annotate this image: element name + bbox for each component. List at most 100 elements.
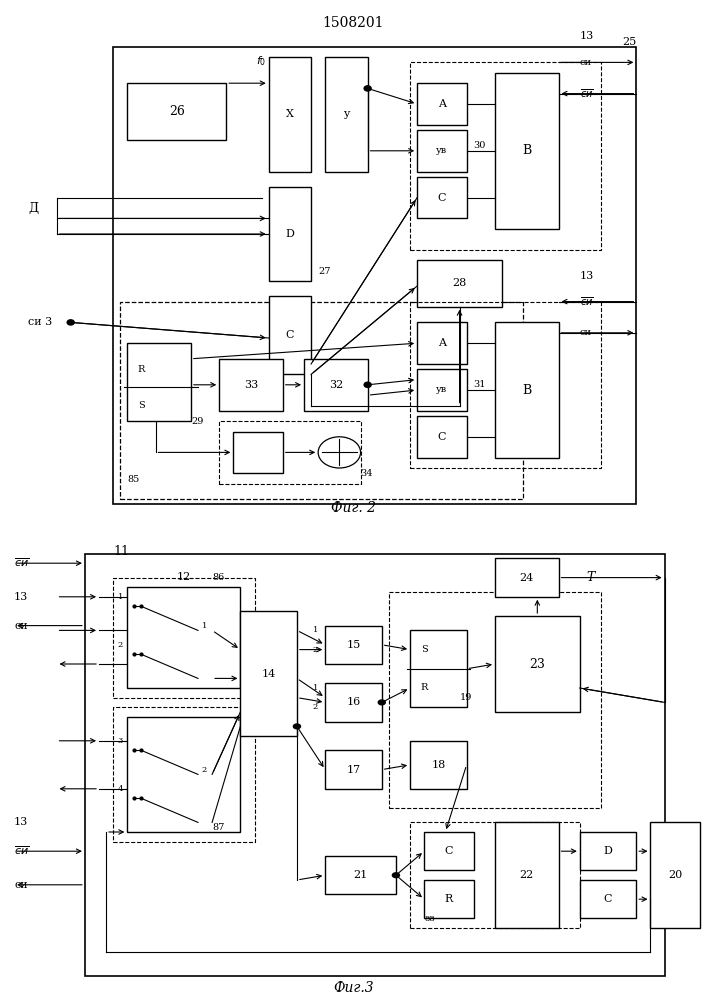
Bar (417, 369, 467, 411)
Bar (410, 630, 467, 707)
Text: 1: 1 (312, 626, 318, 634)
Text: $\overline{си}$: $\overline{си}$ (580, 295, 593, 308)
Bar (240, 611, 297, 736)
Bar (233, 432, 283, 473)
Text: R: R (138, 365, 145, 374)
Bar (120, 302, 523, 499)
Bar (127, 717, 240, 832)
Bar (304, 359, 368, 411)
Bar (417, 130, 467, 172)
Bar (495, 322, 559, 458)
Text: 88: 88 (424, 915, 435, 923)
Text: A: A (438, 99, 446, 109)
Text: X: X (286, 109, 294, 119)
Text: B: B (522, 144, 532, 157)
Text: Фиг. 2: Фиг. 2 (331, 501, 376, 515)
Text: B: B (522, 383, 532, 396)
Text: A: A (438, 338, 446, 348)
Text: C: C (286, 330, 294, 340)
Circle shape (364, 382, 371, 387)
Text: 13: 13 (14, 592, 28, 602)
Bar (410, 302, 601, 468)
Text: 15: 15 (346, 640, 361, 650)
Bar (127, 587, 240, 688)
Bar (650, 822, 700, 928)
Text: D: D (286, 229, 294, 239)
Bar (389, 592, 601, 808)
Text: 2: 2 (201, 766, 206, 774)
Text: 16: 16 (346, 697, 361, 707)
Bar (325, 57, 368, 172)
Bar (113, 47, 636, 504)
Circle shape (392, 873, 399, 878)
Bar (113, 578, 255, 698)
Text: 13: 13 (14, 817, 28, 827)
Bar (127, 83, 226, 140)
Bar (410, 822, 580, 928)
Text: $\overline{си}$: $\overline{си}$ (580, 87, 593, 100)
Text: 14: 14 (262, 669, 276, 679)
Text: 1: 1 (201, 622, 207, 630)
Text: 2: 2 (117, 641, 123, 649)
Text: D: D (604, 846, 612, 856)
Text: 34: 34 (361, 469, 373, 478)
Text: 4: 4 (117, 785, 123, 793)
Bar (417, 322, 467, 364)
Text: 2: 2 (313, 646, 318, 654)
Text: 1508201: 1508201 (323, 16, 384, 30)
Bar (495, 616, 580, 712)
Text: 3: 3 (117, 737, 123, 745)
Bar (417, 416, 467, 458)
Bar (269, 187, 311, 281)
Text: Фиг.3: Фиг.3 (333, 981, 374, 995)
Text: $f_0$: $f_0$ (257, 54, 267, 68)
Text: си: си (14, 880, 28, 890)
Bar (325, 856, 396, 894)
Text: y: y (344, 109, 349, 119)
Text: 17: 17 (346, 765, 361, 775)
Circle shape (67, 320, 74, 325)
Bar (424, 832, 474, 870)
Text: 22: 22 (520, 870, 534, 880)
Text: 13: 13 (580, 271, 594, 281)
Text: си: си (580, 58, 592, 67)
Bar (127, 343, 191, 421)
Circle shape (378, 700, 385, 705)
Bar (269, 57, 311, 172)
Bar (325, 683, 382, 722)
Text: ув: ув (436, 146, 448, 155)
Text: $\overline{си}$: $\overline{си}$ (14, 557, 30, 570)
Text: 28: 28 (452, 278, 467, 288)
Text: 32: 32 (329, 380, 343, 390)
Text: Д: Д (28, 202, 38, 215)
Text: ув: ув (436, 385, 448, 394)
Text: 11: 11 (113, 545, 129, 558)
Text: 23: 23 (530, 658, 545, 670)
Text: 18: 18 (431, 760, 445, 770)
Bar (424, 880, 474, 918)
Bar (269, 296, 311, 374)
Text: S: S (138, 401, 145, 410)
Text: $\overline{си}$: $\overline{си}$ (14, 845, 30, 858)
Bar (219, 421, 361, 484)
Bar (580, 832, 636, 870)
Text: C: C (445, 846, 453, 856)
Text: T: T (587, 571, 595, 584)
Text: си: си (14, 621, 28, 631)
Bar (410, 62, 601, 250)
Circle shape (364, 86, 371, 91)
Text: 1: 1 (312, 684, 318, 692)
Bar (85, 554, 665, 976)
Bar (495, 73, 559, 229)
Text: си 3: си 3 (28, 317, 52, 327)
Text: 85: 85 (127, 475, 139, 484)
Text: 2: 2 (313, 703, 318, 711)
Text: R: R (445, 894, 453, 904)
Text: 33: 33 (244, 380, 258, 390)
Text: 30: 30 (474, 141, 486, 150)
Bar (410, 741, 467, 789)
Bar (417, 83, 467, 125)
Text: 25: 25 (622, 37, 636, 47)
Text: 19: 19 (460, 693, 472, 702)
Text: R: R (421, 684, 428, 692)
